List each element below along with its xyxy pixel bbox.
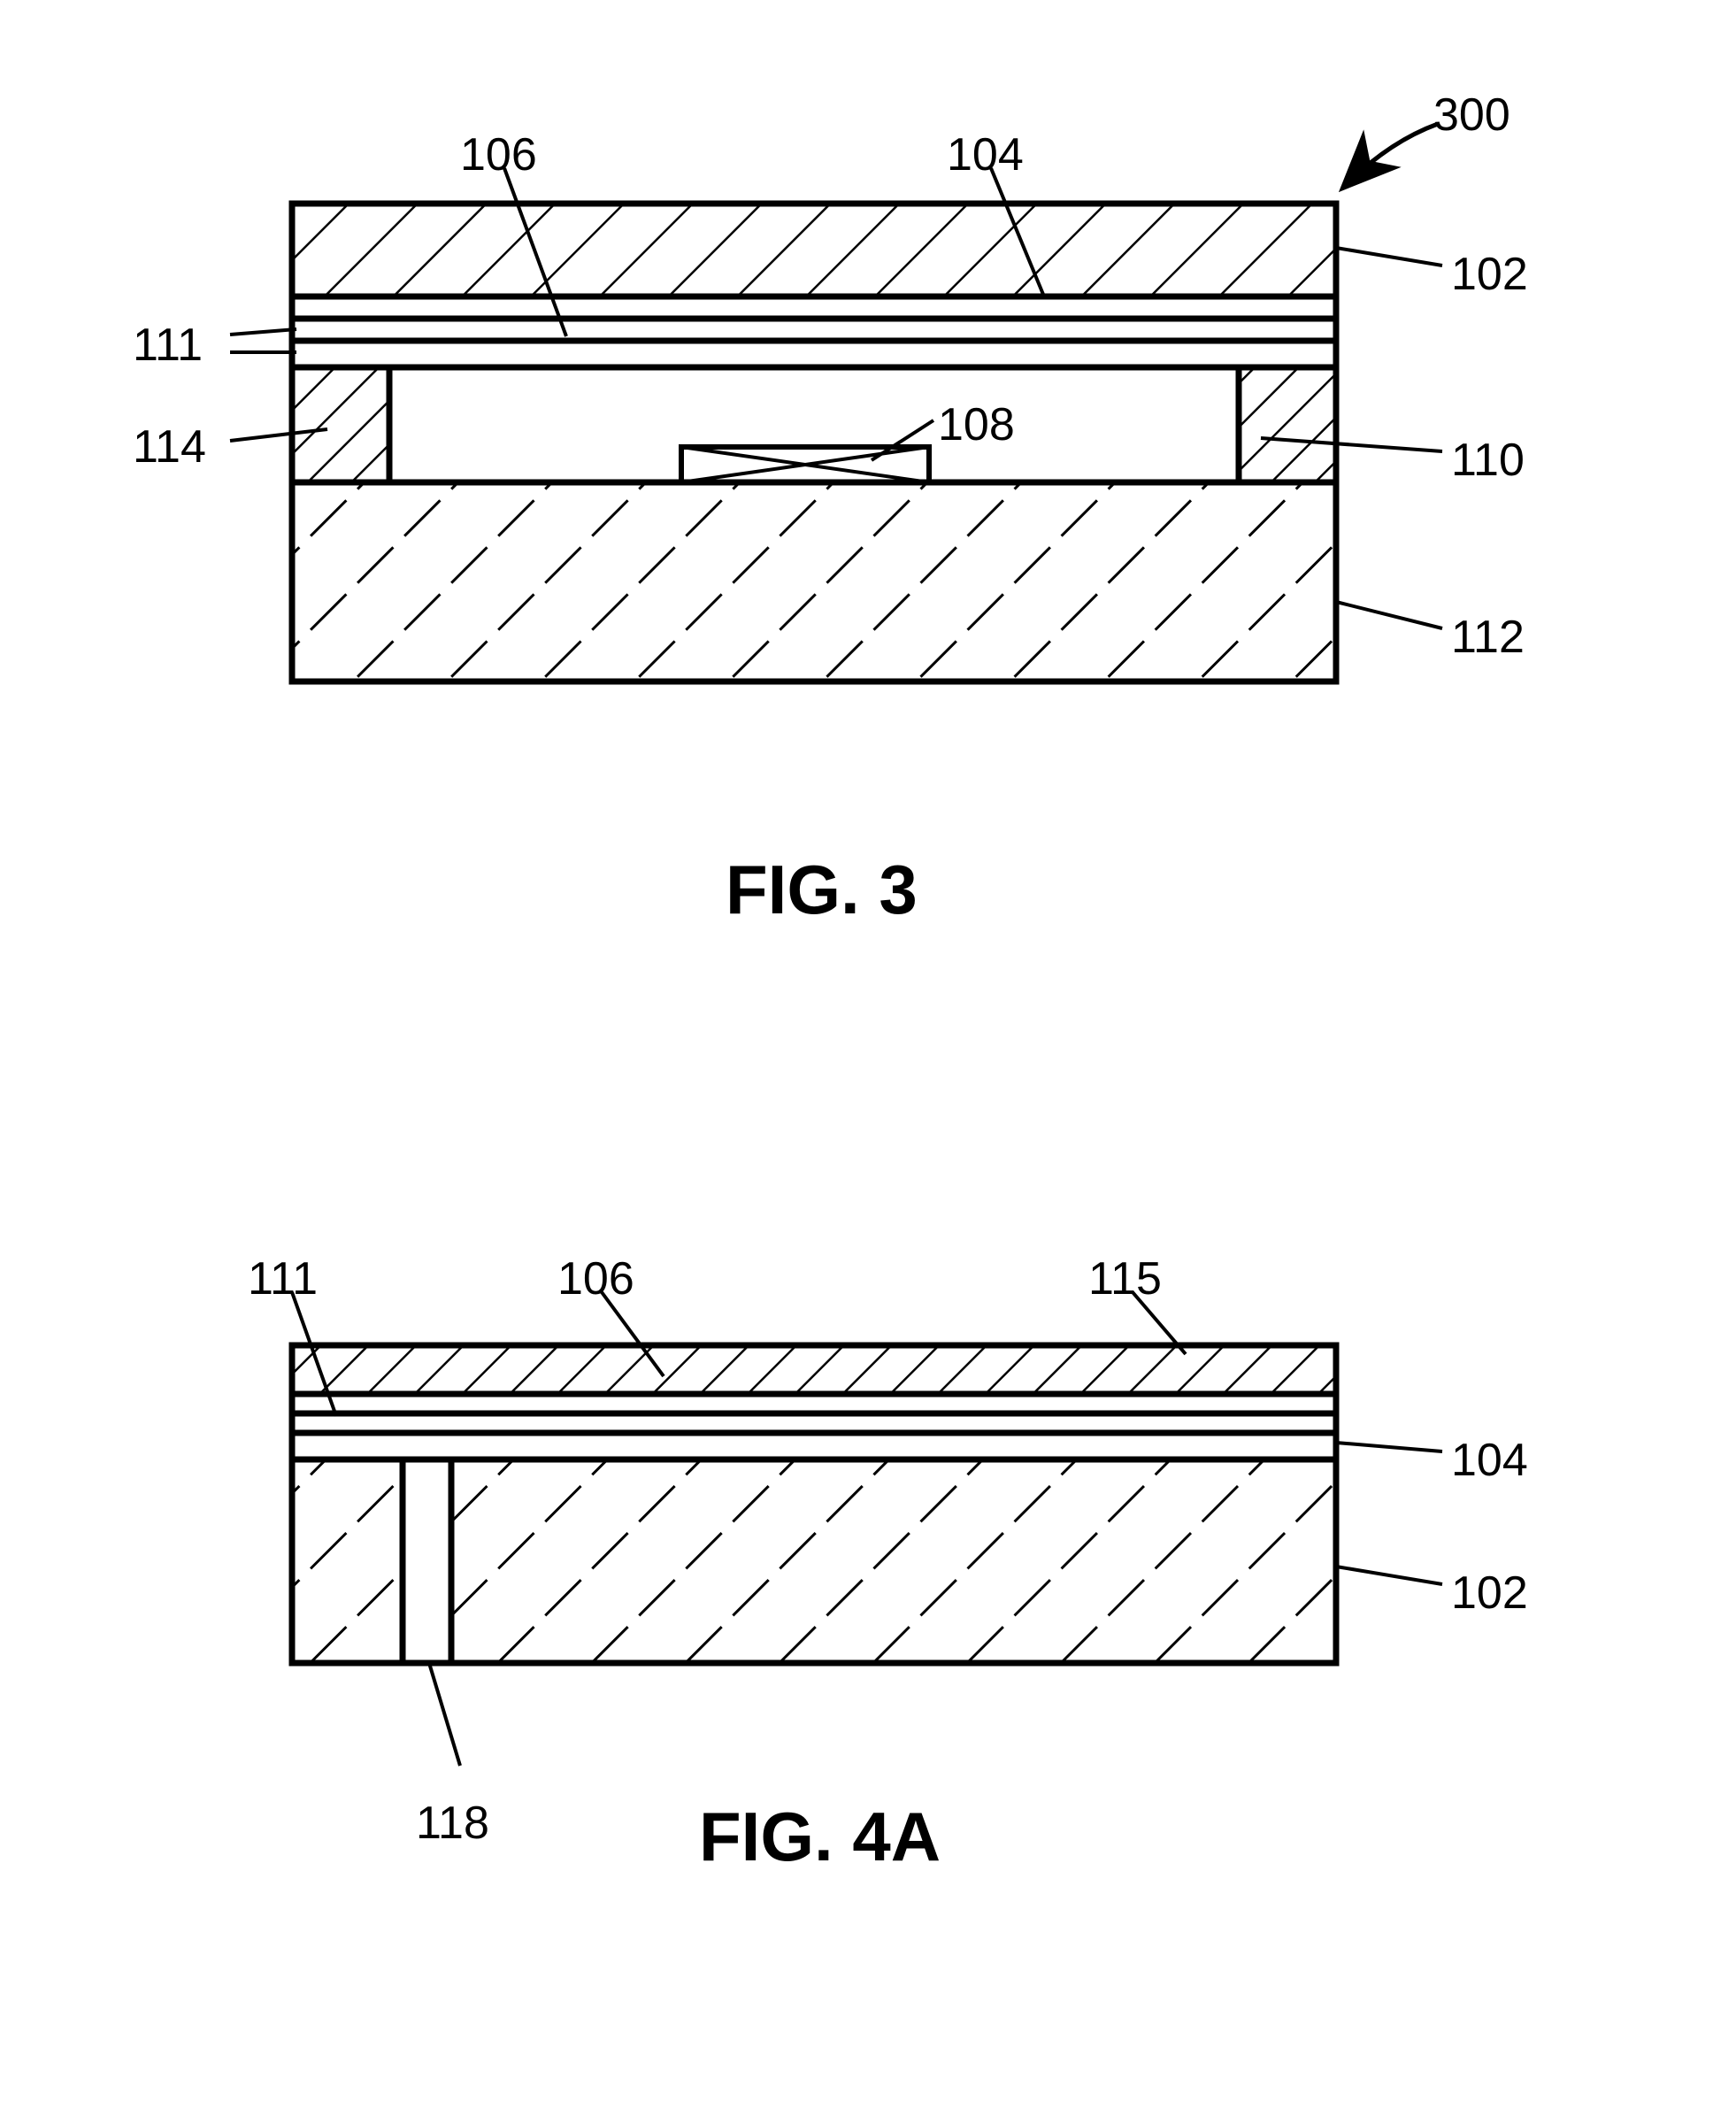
label-106-fig4a: 106 [557,1252,634,1305]
label-111-fig4a: 111 [248,1252,318,1305]
label-102-fig4a: 102 [1451,1567,1528,1620]
label-115: 115 [1088,1252,1162,1305]
label-104-fig4a: 104 [1451,1434,1528,1487]
caption-fig4a: FIG. 4A [699,1797,941,1877]
label-118: 118 [416,1797,489,1850]
